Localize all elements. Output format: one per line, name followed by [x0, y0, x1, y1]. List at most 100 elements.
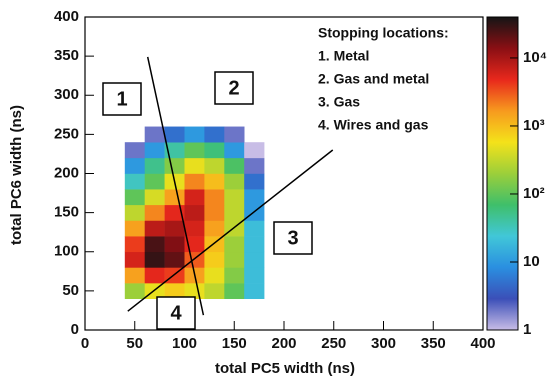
heatmap-cell — [244, 142, 265, 159]
heatmap-cell — [244, 173, 265, 190]
heatmap-cell — [144, 267, 165, 284]
heatmap-cell — [204, 251, 225, 268]
heatmap-cell — [124, 236, 145, 253]
legend-item: 3. Gas — [318, 94, 360, 110]
heatmap-cell — [224, 126, 245, 143]
heatmap-cell — [124, 251, 145, 268]
heatmap-cell — [124, 204, 145, 221]
y-tick-label: 250 — [54, 125, 79, 142]
heatmap-cell — [224, 204, 245, 221]
heatmap-cell — [124, 283, 145, 299]
heatmap-cell — [184, 142, 205, 159]
x-tick-label: 100 — [172, 335, 197, 352]
heatmap-cell — [124, 267, 145, 284]
x-tick-label: 50 — [126, 335, 143, 352]
x-tick-label: 300 — [371, 335, 396, 352]
y-tick-label: 400 — [54, 8, 79, 25]
heatmap-cell — [184, 189, 205, 206]
legend-item: 4. Wires and gas — [318, 117, 429, 133]
region-line — [146, 56, 205, 316]
heatmap-cell — [124, 173, 145, 190]
colorbar-tick-label: 10³ — [523, 117, 545, 134]
heatmap-cell — [204, 236, 225, 253]
heatmap-cell — [144, 142, 165, 159]
heatmap-cell — [184, 126, 205, 143]
heatmap-cell — [204, 126, 225, 143]
region-box — [102, 82, 142, 116]
color-bar — [486, 16, 519, 331]
y-tick-label: 200 — [54, 164, 79, 181]
heatmap-cell — [204, 142, 225, 159]
y-tick-label: 0 — [71, 321, 79, 338]
heatmap-cell — [184, 220, 205, 237]
y-tick-label: 100 — [54, 243, 79, 260]
heatmap-cell — [224, 173, 245, 190]
region-label: 3 — [287, 227, 298, 249]
heatmap-cell — [204, 189, 225, 206]
heatmap-cell — [124, 157, 145, 174]
heatmap-cell — [144, 204, 165, 221]
heatmap-cell — [124, 142, 145, 159]
x-tick-label: 350 — [421, 335, 446, 352]
heatmap-cell — [204, 283, 225, 299]
heatmap-cell — [224, 157, 245, 174]
heatmap-cell — [164, 157, 185, 174]
heatmap-cell — [144, 283, 165, 299]
heatmap-cell — [124, 189, 145, 206]
colorbar-tick-label: 10² — [523, 185, 545, 202]
x-tick-label: 150 — [222, 335, 247, 352]
y-tick-label: 50 — [62, 282, 79, 299]
heatmap-cell — [164, 267, 185, 284]
heatmap-cell — [144, 189, 165, 206]
heatmap-cell — [244, 251, 265, 268]
heatmap-cell — [224, 267, 245, 284]
heatmap-cell — [224, 142, 245, 159]
heatmap-cell — [164, 142, 185, 159]
heatmap-cell — [164, 126, 185, 143]
heatmap-cell — [144, 157, 165, 174]
heatmap-cell — [164, 236, 185, 253]
y-tick-label: 350 — [54, 47, 79, 64]
x-tick-label: 200 — [271, 335, 296, 352]
x-tick-label: 0 — [81, 335, 89, 352]
heatmap-cell — [144, 251, 165, 268]
region-label: 4 — [170, 302, 182, 324]
colorbar-tick-label: 10 — [523, 253, 540, 270]
region-label: 2 — [228, 77, 239, 99]
legend-title: Stopping locations: — [318, 25, 449, 41]
heatmap-cell — [224, 251, 245, 268]
heatmap-cell — [184, 251, 205, 268]
heatmap-cell — [144, 220, 165, 237]
legend-item: 1. Metal — [318, 48, 369, 64]
region-box — [273, 221, 313, 255]
heatmap-cell — [244, 204, 265, 221]
x-tick-label: 250 — [321, 335, 346, 352]
heatmap-cell — [204, 220, 225, 237]
heatmap-cell — [184, 204, 205, 221]
heatmap-cell — [144, 236, 165, 253]
heatmap-cell — [204, 157, 225, 174]
heatmap-cell — [224, 189, 245, 206]
heatmap-cell — [204, 267, 225, 284]
region-box — [156, 296, 196, 330]
heatmap-cell — [124, 220, 145, 237]
colorbar-tick-label: 10⁴ — [523, 49, 547, 66]
heatmap-cell — [164, 220, 185, 237]
heatmap-cell — [184, 157, 205, 174]
heatmap-cell — [224, 236, 245, 253]
heatmap-cell — [184, 173, 205, 190]
heatmap-cell — [164, 283, 185, 299]
heatmap-cell — [244, 189, 265, 206]
region-box — [214, 71, 254, 105]
heatmap-cell — [164, 251, 185, 268]
heatmap-cell — [244, 220, 265, 237]
legend-item: 2. Gas and metal — [318, 71, 429, 87]
heatmap-cell — [244, 267, 265, 284]
heatmap-cell — [244, 236, 265, 253]
y-tick-label: 150 — [54, 204, 79, 221]
heatmap-cell — [144, 173, 165, 190]
x-tick-label: 400 — [470, 335, 495, 352]
heatmap-cell — [244, 283, 265, 299]
x-axis-title: total PC5 width (ns) — [215, 360, 355, 377]
y-axis-title: total PC6 width (ns) — [8, 105, 25, 245]
